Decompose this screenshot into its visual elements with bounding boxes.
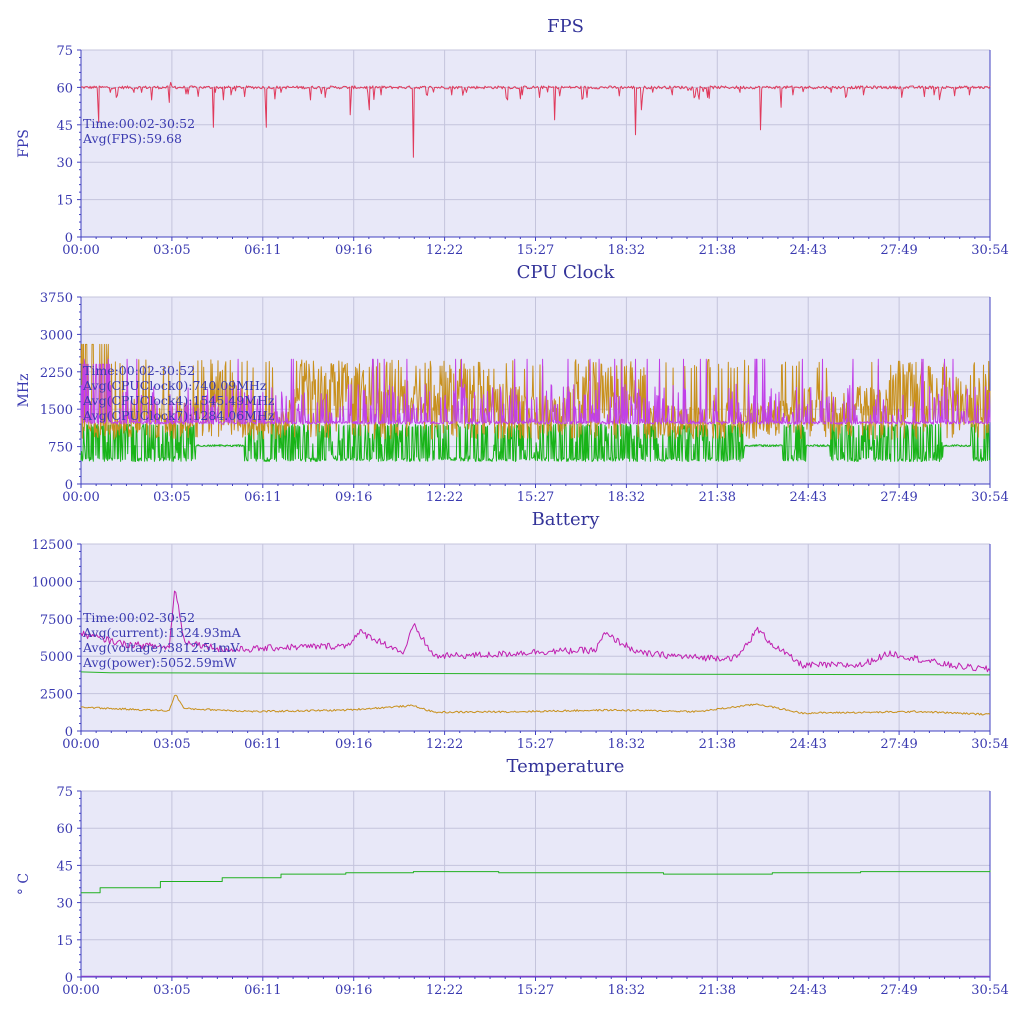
x-tick-label: 06:11 (244, 737, 281, 752)
x-tick-label: 18:32 (608, 243, 645, 258)
annotation-text: Avg(CPUClock4):1545.49MHz (82, 393, 275, 408)
y-tick-label: 3000 (40, 328, 73, 343)
x-tick-label: 09:16 (335, 490, 372, 505)
x-tick-label: 03:05 (153, 243, 190, 258)
series-line-cpu7 (80, 358, 991, 425)
x-tick-label: 06:11 (244, 983, 281, 998)
y-tick-label: 0 (65, 725, 73, 740)
x-tick-label: 06:11 (244, 490, 281, 505)
y-tick-label: 45 (56, 859, 73, 874)
x-tick-label: 21:38 (699, 983, 736, 998)
y-tick-label: 2500 (40, 688, 73, 703)
annotation-text: Time:00:02-30:52 (83, 363, 195, 378)
x-tick-label: 21:38 (699, 737, 736, 752)
annotation-text: Avg(CPUClock7):1284.06MHz (82, 408, 275, 423)
x-tick-label: 03:05 (153, 983, 190, 998)
annotation-text: Avg(FPS):59.68 (82, 131, 182, 146)
x-tick-label: 30:54 (971, 983, 1008, 998)
y-tick-label: 5000 (40, 650, 73, 665)
series-line-temperature (81, 870, 991, 894)
x-tick-label: 15:27 (517, 737, 554, 752)
series-line-battery_power (80, 590, 991, 673)
x-tick-label: 27:49 (880, 983, 917, 998)
y-tick-label: 15 (56, 194, 73, 209)
y-tick-label: 30 (56, 156, 73, 171)
x-tick-label: 09:16 (335, 737, 372, 752)
x-tick-label: 24:43 (789, 490, 826, 505)
annotation-text: Avg(power):5052.59mW (82, 655, 237, 670)
x-tick-label: 21:38 (699, 243, 736, 258)
y-tick-label: 0 (65, 971, 73, 986)
x-tick-label: 27:49 (880, 490, 917, 505)
x-tick-label: 00:00 (62, 243, 99, 258)
x-tick-label: 12:22 (426, 490, 463, 505)
y-tick-label: 30 (56, 897, 73, 912)
y-tick-label: 3750 (40, 291, 73, 306)
series-line-fps (80, 81, 991, 158)
x-tick-label: 00:00 (62, 983, 99, 998)
y-tick-label: 10000 (32, 575, 73, 590)
x-tick-label: 18:32 (608, 490, 645, 505)
y-axis-label: MHz (16, 374, 32, 408)
annotation-text: Time:00:02-30:52 (83, 610, 195, 625)
y-tick-label: 75 (56, 44, 73, 59)
chart-panel-3: Temperature 0 15 30 45 60 75 00:00 03:05 06:11 09:… (16, 756, 1009, 998)
x-tick-label: 15:27 (517, 983, 554, 998)
series-line-cpu4 (80, 343, 991, 440)
x-tick-label: 09:16 (335, 243, 372, 258)
annotation-text: Avg(voltage):3812.51mV (82, 640, 241, 655)
x-tick-label: 06:11 (244, 243, 281, 258)
x-tick-label: 12:22 (426, 243, 463, 258)
chart-title: Battery (532, 509, 601, 530)
y-tick-label: 60 (56, 822, 73, 837)
x-tick-label: 30:54 (971, 737, 1008, 752)
x-tick-label: 27:49 (880, 737, 917, 752)
x-tick-label: 03:05 (153, 490, 190, 505)
x-tick-label: 12:22 (426, 983, 463, 998)
chart-title: CPU Clock (517, 262, 616, 283)
annotation-text: Time:00:02-30:52 (83, 116, 195, 131)
y-tick-label: 12500 (32, 538, 73, 553)
y-tick-label: 45 (56, 119, 73, 134)
y-tick-label: 7500 (40, 613, 73, 628)
chart-title: Temperature (507, 756, 625, 777)
x-tick-label: 18:32 (608, 737, 645, 752)
x-tick-label: 15:27 (517, 243, 554, 258)
series-line-battery_current (80, 694, 991, 716)
y-tick-label: 1500 (40, 403, 73, 418)
chart-panel-1: CPU Clock 0 750 1500 2250 3000 3750 00:00 03:05 0… (16, 262, 1009, 505)
chart-panel-0: FPS 0 15 30 45 60 75 00:00 03:05 06:11 09:16 12:22 1… (16, 16, 1009, 258)
x-tick-label: 03:05 (153, 737, 190, 752)
series-line-battery_voltage (80, 671, 991, 676)
annotation-text: Avg(CPUClock0):740.09MHz (82, 378, 267, 393)
x-tick-label: 27:49 (880, 243, 917, 258)
x-tick-label: 30:54 (971, 490, 1008, 505)
y-tick-label: 60 (56, 81, 73, 96)
chart-panel-2: Battery 0 2500 5000 7500 10000 12500 00:00 03:05… (32, 509, 1009, 752)
annotation-text: Avg(current):1324.93mA (82, 625, 242, 640)
x-tick-label: 30:54 (971, 243, 1008, 258)
x-tick-label: 24:43 (789, 737, 826, 752)
x-tick-label: 12:22 (426, 737, 463, 752)
y-axis-label: ° C (16, 873, 32, 895)
x-tick-label: 24:43 (789, 983, 826, 998)
x-tick-label: 09:16 (335, 983, 372, 998)
y-tick-label: 0 (65, 231, 73, 246)
y-tick-label: 2250 (40, 366, 73, 381)
y-tick-label: 750 (48, 441, 73, 456)
x-tick-label: 00:00 (62, 737, 99, 752)
y-axis-label: FPS (16, 129, 32, 158)
x-tick-label: 18:32 (608, 983, 645, 998)
y-tick-label: 15 (56, 934, 73, 949)
y-tick-label: 75 (56, 785, 73, 800)
x-tick-label: 21:38 (699, 490, 736, 505)
x-tick-label: 00:00 (62, 490, 99, 505)
y-tick-label: 0 (65, 478, 73, 493)
x-tick-label: 15:27 (517, 490, 554, 505)
x-tick-label: 24:43 (789, 243, 826, 258)
chart-title: FPS (547, 16, 584, 37)
